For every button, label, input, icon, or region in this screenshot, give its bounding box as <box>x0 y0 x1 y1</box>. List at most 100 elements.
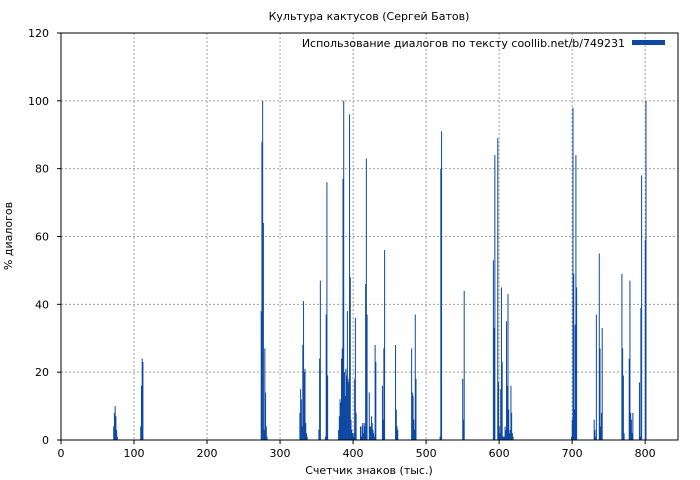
bar <box>319 280 321 440</box>
bar <box>630 419 632 440</box>
bar <box>413 419 415 440</box>
bar <box>319 358 321 440</box>
bar <box>503 436 505 440</box>
bar <box>340 402 342 440</box>
bar <box>341 348 343 440</box>
bar <box>573 273 575 440</box>
bar <box>355 412 357 440</box>
bar <box>571 436 573 440</box>
bar <box>499 433 501 440</box>
bar <box>360 426 362 440</box>
bar <box>346 311 348 440</box>
bar <box>365 283 367 440</box>
bar <box>381 385 383 440</box>
y-axis-label: % диалогов <box>2 202 15 270</box>
bar <box>364 426 366 440</box>
y-tick-label: 80 <box>35 163 49 176</box>
bar <box>382 419 384 440</box>
bar <box>383 348 385 440</box>
bar <box>414 314 416 440</box>
bar <box>350 419 352 440</box>
bar <box>507 294 509 440</box>
bar <box>601 328 603 440</box>
bar <box>354 378 356 440</box>
bar <box>384 250 386 440</box>
bar <box>500 287 502 440</box>
bar <box>632 412 634 440</box>
bar <box>628 358 630 440</box>
bar <box>640 307 642 440</box>
bar <box>324 436 326 440</box>
bar <box>372 429 374 440</box>
bar <box>623 433 625 440</box>
bar <box>506 385 508 440</box>
bar <box>303 300 305 440</box>
bar <box>502 436 504 440</box>
bar <box>347 378 349 440</box>
bar <box>142 361 144 440</box>
bar <box>462 419 464 440</box>
bar <box>266 436 268 440</box>
bar <box>349 114 351 441</box>
bar <box>343 100 345 440</box>
bar <box>327 375 329 440</box>
bar <box>397 429 399 440</box>
bar <box>511 433 513 440</box>
x-tick-label: 200 <box>197 447 218 460</box>
bar <box>140 426 142 440</box>
bar <box>303 372 305 440</box>
bar <box>115 416 117 440</box>
bar <box>511 412 513 440</box>
bar <box>360 436 362 440</box>
bar <box>622 348 624 440</box>
bar <box>500 389 502 440</box>
x-tick-label: 300 <box>270 447 291 460</box>
bar <box>374 345 376 440</box>
bar <box>325 314 327 440</box>
legend: Использование диалогов по тексту coollib… <box>302 37 665 50</box>
bar <box>441 131 443 440</box>
bar <box>366 314 368 440</box>
bar <box>113 412 115 440</box>
bar <box>302 345 304 440</box>
bar <box>512 436 514 440</box>
bar <box>415 378 417 440</box>
bar <box>341 358 343 440</box>
bar <box>362 433 364 440</box>
bar <box>572 107 574 440</box>
bar <box>411 392 413 440</box>
bar <box>354 317 356 440</box>
x-tick-label: 500 <box>416 447 437 460</box>
legend-swatch <box>632 40 665 45</box>
bar <box>370 426 372 440</box>
bar <box>352 436 354 440</box>
bar <box>344 395 346 440</box>
bar <box>261 141 263 441</box>
bar <box>498 382 500 440</box>
bar <box>501 361 503 440</box>
bar <box>595 436 597 440</box>
bar <box>318 429 320 440</box>
bar <box>414 429 416 440</box>
y-tick-label: 20 <box>35 366 49 379</box>
y-tick-label: 100 <box>28 95 49 108</box>
grid <box>61 33 678 440</box>
bar <box>508 433 510 440</box>
bar <box>505 429 507 440</box>
bar <box>599 348 601 440</box>
bar <box>346 375 348 440</box>
bar <box>395 409 397 440</box>
bar <box>326 182 328 440</box>
bar <box>498 426 500 440</box>
bar <box>509 429 511 440</box>
bar <box>363 423 365 440</box>
bar <box>594 429 596 440</box>
y-tick-label: 60 <box>35 231 49 244</box>
bar <box>305 423 307 440</box>
bar <box>506 321 508 440</box>
bar <box>630 412 632 440</box>
bar <box>362 423 364 440</box>
bar <box>573 409 575 440</box>
bar <box>576 287 578 440</box>
bar <box>343 372 345 440</box>
